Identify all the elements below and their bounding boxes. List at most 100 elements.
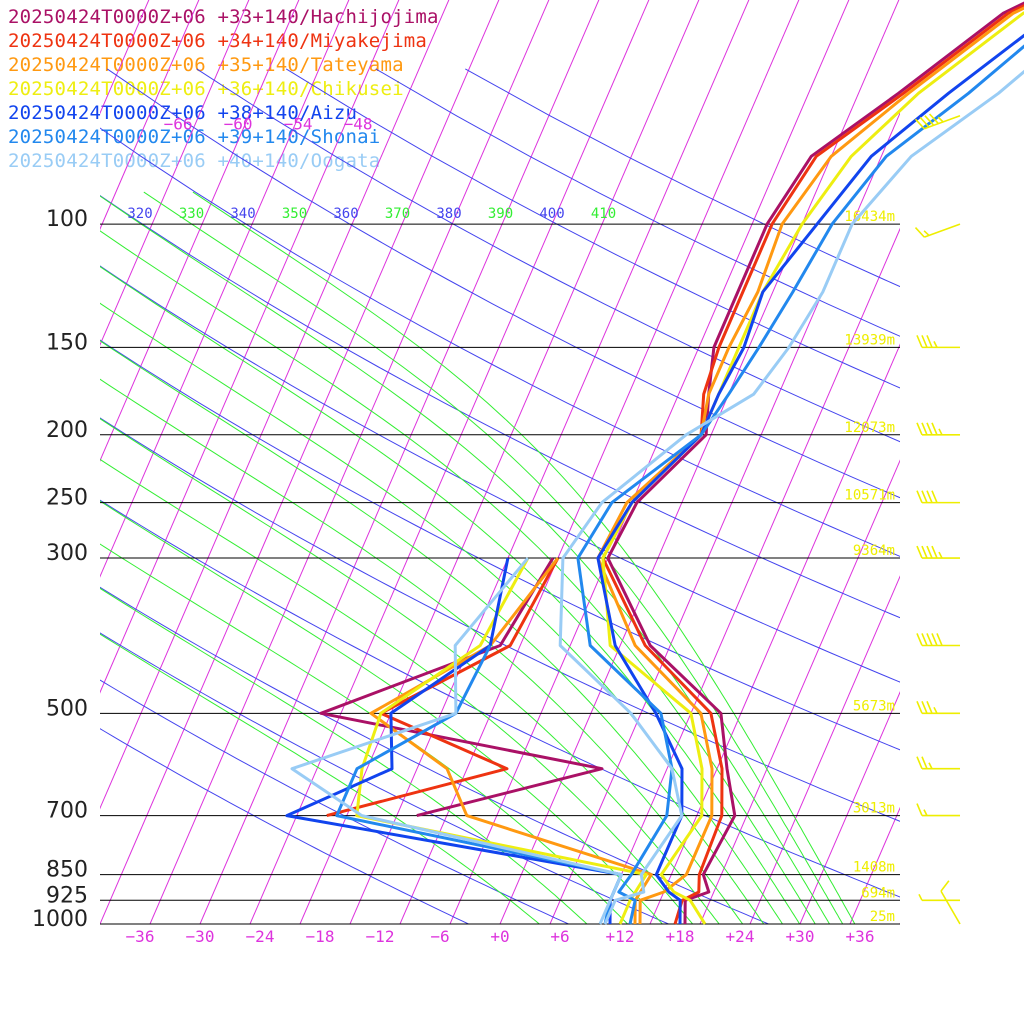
sounding-profiles — [285, 1, 1024, 925]
isotherm-line — [100, 0, 350, 578]
moist-adiabat — [192, 191, 856, 924]
pressure-label: 100 — [46, 207, 88, 232]
dry-adiabat — [100, 339, 900, 751]
dry-adiabat — [100, 679, 570, 924]
wind-barb — [916, 545, 960, 559]
height-label: 13939m — [844, 332, 895, 348]
moist-adiabat — [100, 543, 629, 924]
wind-barb — [914, 113, 961, 130]
axis-labels: 100 16434m 150 13939m 200 12073m 250 10571m 300 9… — [32, 115, 895, 946]
temp-tick: −30 — [186, 927, 215, 946]
temperature-profile — [576, 44, 1024, 925]
dry-adiabat — [100, 586, 770, 924]
temp-tick: +30 — [786, 927, 815, 946]
wind-barb — [916, 701, 960, 715]
height-label: 12073m — [844, 420, 895, 436]
dewpoint-profile — [319, 557, 604, 818]
pressure-label: 250 — [46, 486, 88, 511]
isotherm-line — [299, 0, 700, 924]
upper-temp-tick: −66 — [164, 115, 193, 134]
wind-barb — [916, 803, 960, 817]
isotherm-line — [0, 0, 13, 924]
isotherm-line — [100, 0, 200, 231]
height-label: 10571m — [844, 488, 895, 504]
wind-barb — [916, 490, 960, 504]
pressure-label: 200 — [46, 418, 88, 443]
isotherm-line — [349, 0, 750, 924]
isotherm-line — [1000, 0, 1024, 924]
pressure-label: 1000 — [32, 907, 88, 932]
temp-tick: +36 — [846, 927, 875, 946]
isotherm-line — [0, 0, 213, 924]
height-label: 9364m — [853, 543, 895, 559]
pressure-label: 700 — [46, 799, 88, 824]
wind-barb — [916, 335, 960, 349]
isotherm-line — [100, 0, 400, 694]
temp-tick: +0 — [490, 927, 509, 946]
height-label: 3013m — [853, 801, 895, 817]
theta-label: 320 — [127, 206, 152, 222]
dry-adiabat — [106, 68, 900, 499]
moist-adiabat — [100, 195, 831, 924]
isotherm-line — [899, 922, 900, 924]
theta-label: 390 — [488, 206, 513, 222]
dry-adiabat — [100, 265, 900, 683]
upper-temp-tick: −60 — [224, 115, 253, 134]
temp-tick: −36 — [126, 927, 155, 946]
theta-label: 400 — [539, 206, 564, 222]
legend-item: 20250424T0000Z+06 +33+140/Hachijojima — [8, 6, 439, 28]
dry-adiabat — [100, 728, 470, 924]
isotherm-line — [449, 0, 850, 924]
moist-adiabat — [100, 587, 588, 924]
legend-item: 20250424T0000Z+06 +34+140/Miyakejima — [8, 30, 428, 52]
isotherm-line — [100, 0, 500, 924]
dry-adiabat — [100, 632, 670, 924]
isotherm-line — [549, 111, 900, 924]
wind-barb — [916, 422, 960, 436]
pressure-label: 150 — [46, 330, 88, 355]
dewpoint-profile — [369, 557, 653, 925]
isotherm-line — [799, 691, 900, 924]
wind-barb — [940, 880, 961, 925]
temperature-profile — [596, 6, 1024, 925]
temp-tick: −12 — [366, 927, 395, 946]
dry-adiabat — [100, 194, 900, 619]
legend-item: 20250424T0000Z+06 +40+140/Oogata — [8, 150, 381, 172]
isotherm-line — [100, 0, 450, 810]
isotherm-line — [100, 0, 250, 347]
isotherm-line — [100, 0, 300, 462]
temp-tick: +12 — [606, 927, 635, 946]
wind-barb — [916, 633, 960, 647]
dry-adiabat — [465, 68, 900, 288]
isotherm-line — [749, 575, 900, 924]
temp-tick: +6 — [550, 927, 569, 946]
moist-adiabat — [100, 633, 541, 924]
height-label: 1408m — [853, 860, 895, 876]
temp-tick: +24 — [726, 927, 755, 946]
dry-adiabat — [100, 127, 900, 557]
pressure-label: 850 — [46, 858, 88, 883]
wind-barb — [914, 223, 961, 238]
isotherm-line — [599, 227, 900, 924]
isotherm-line — [249, 0, 650, 924]
height-label: 16434m — [844, 209, 895, 225]
isotherm-line — [699, 459, 900, 924]
pressure-label: 925 — [46, 883, 88, 908]
wind-barbs — [914, 113, 961, 925]
theta-label: 350 — [282, 206, 307, 222]
theta-label: 370 — [385, 206, 410, 222]
height-label: 694m — [861, 885, 895, 901]
theta-label: 330 — [179, 206, 204, 222]
temp-tick: −6 — [430, 927, 449, 946]
theta-label: 340 — [230, 206, 255, 222]
height-label: 25m — [870, 909, 895, 925]
theta-label: 380 — [436, 206, 461, 222]
isotherm-line — [100, 0, 150, 115]
legend-item: 20250424T0000Z+06 +38+140/Aizu — [8, 102, 358, 124]
temperature-profile — [558, 69, 1024, 925]
isotherm-line — [649, 343, 900, 924]
moist-adiabat — [100, 378, 744, 924]
isotherm-line — [950, 0, 1024, 924]
temp-tick: −24 — [246, 927, 275, 946]
